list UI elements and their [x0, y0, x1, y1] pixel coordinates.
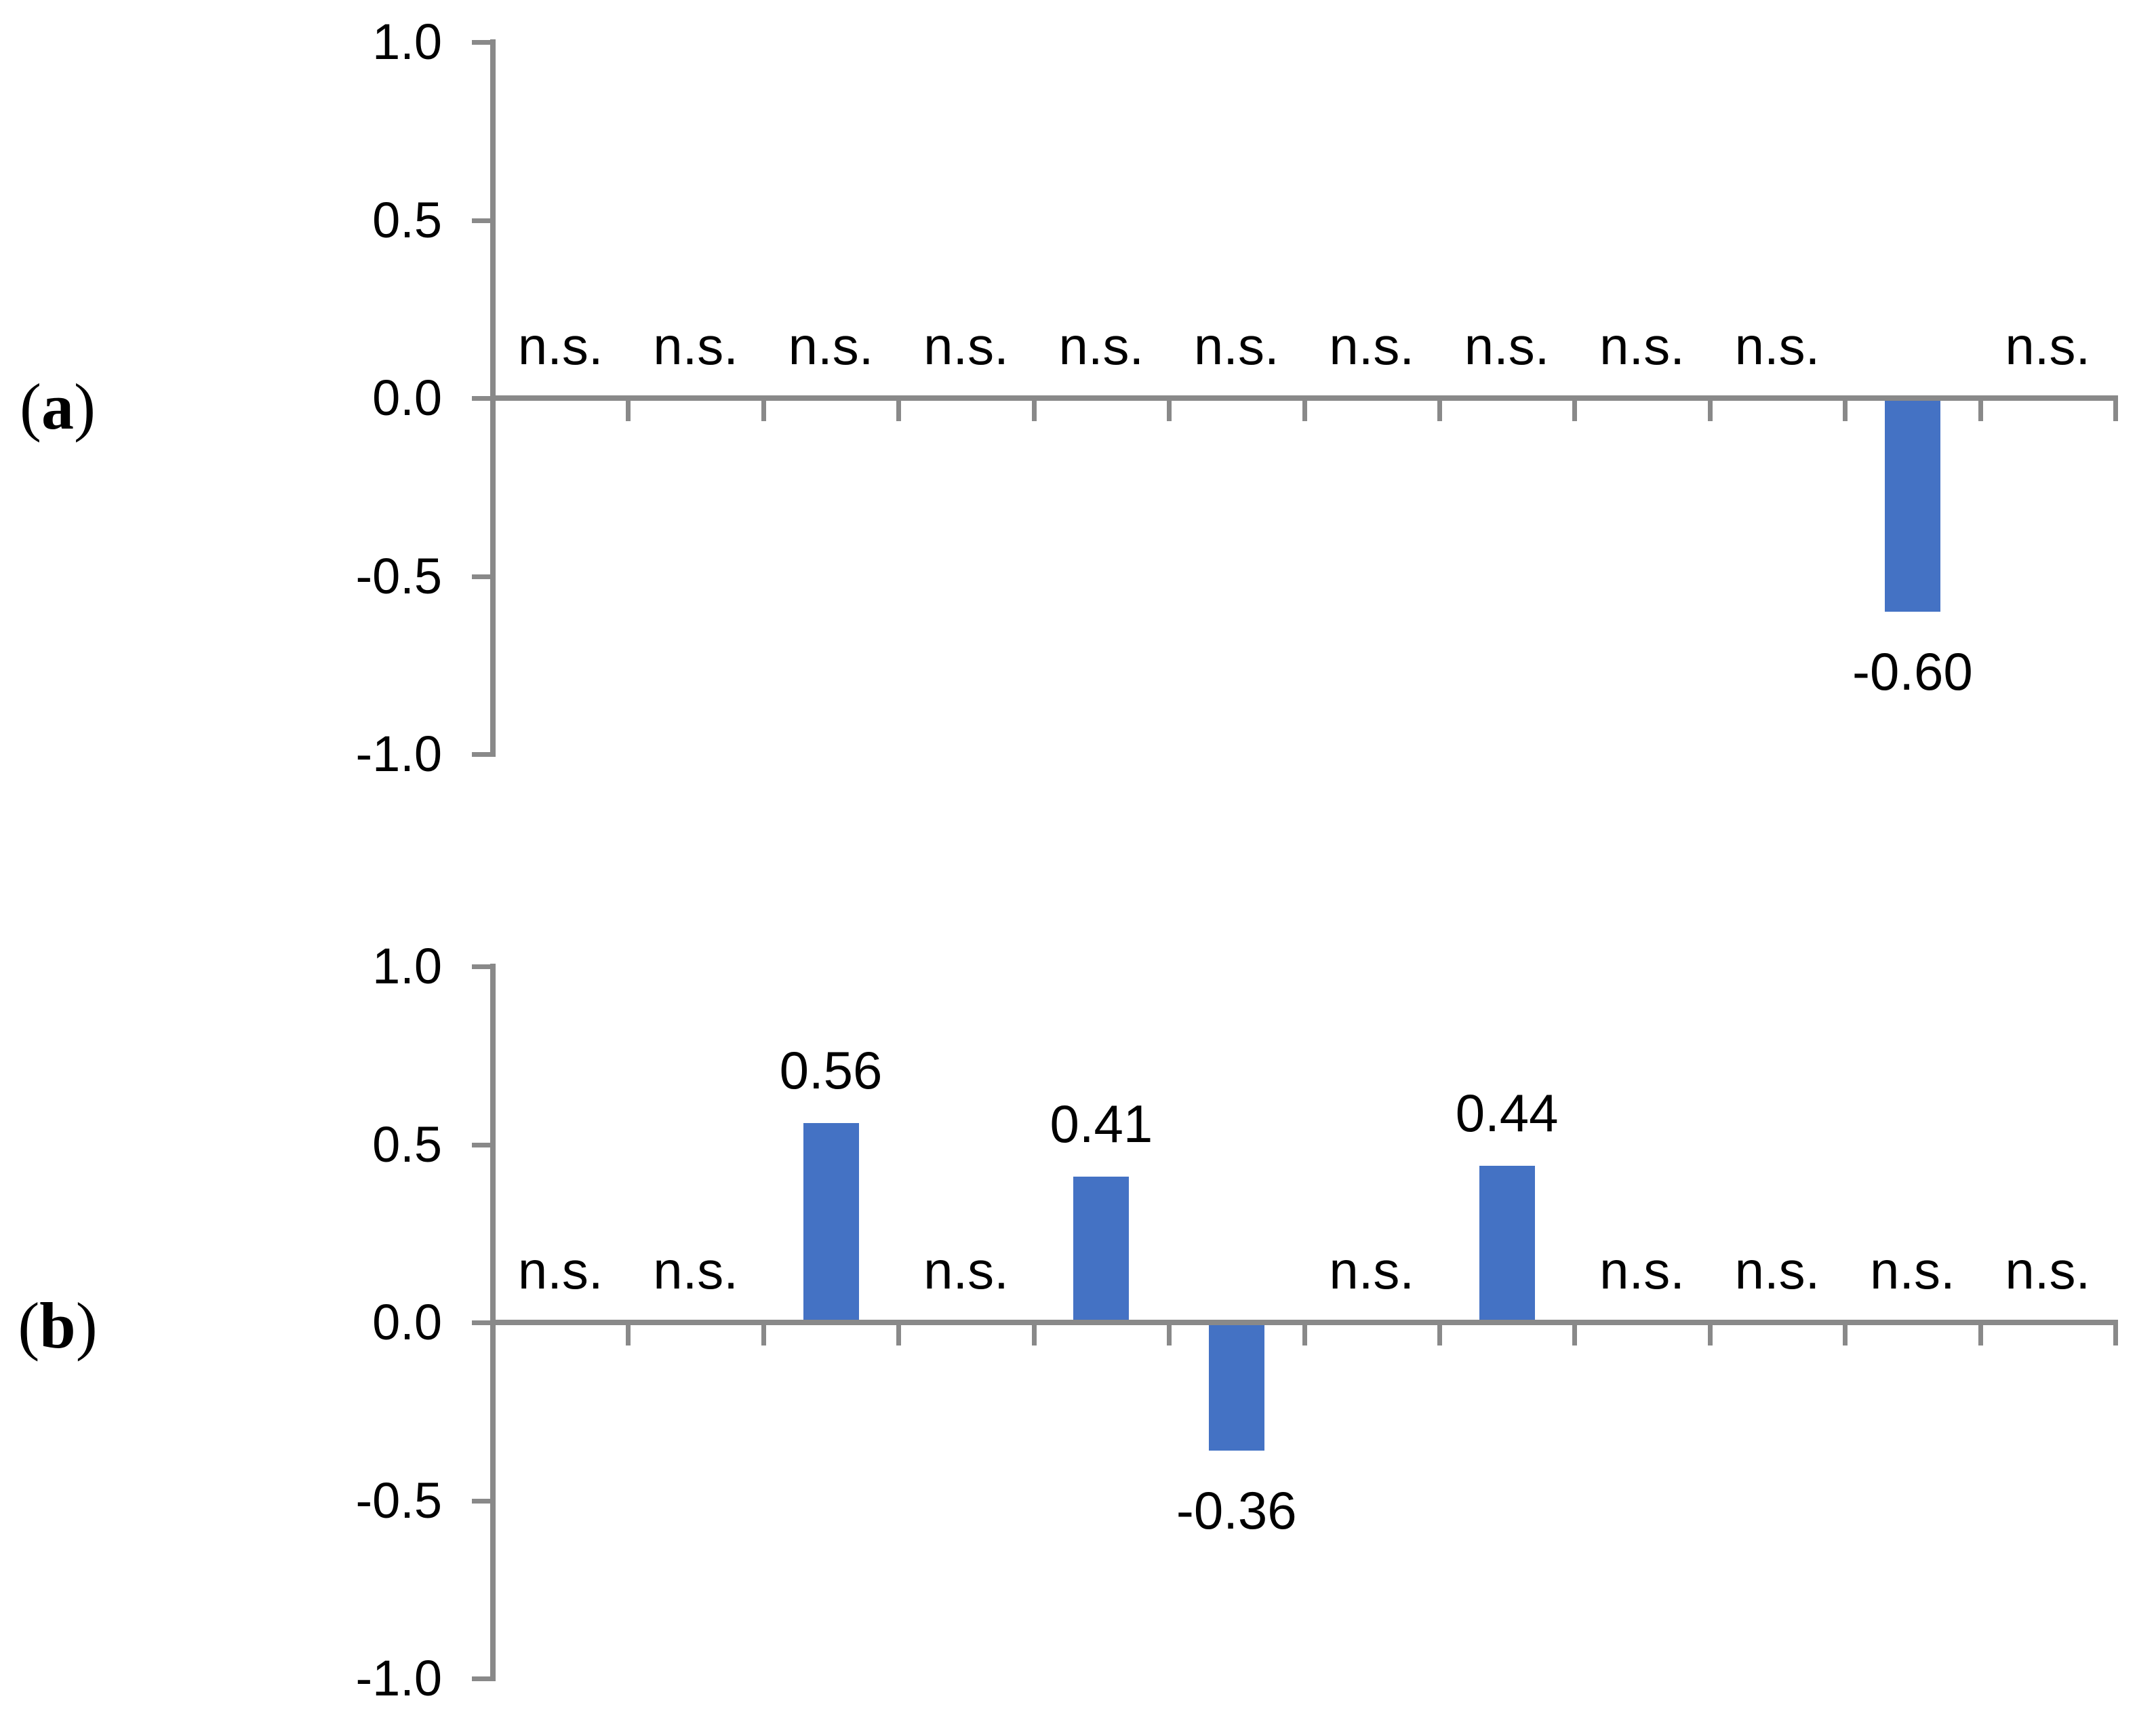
value-label: 0.44: [1455, 1083, 1559, 1143]
y-tick: [472, 1498, 490, 1504]
ns-label: n.s.: [1329, 1240, 1415, 1300]
ns-label: n.s.: [1734, 1240, 1820, 1300]
x-tick: [1167, 401, 1172, 421]
ns-label: n.s.: [1464, 316, 1550, 376]
x-tick: [1167, 1325, 1172, 1345]
panel-label-a-letter: a: [41, 370, 74, 443]
x-tick: [1031, 401, 1037, 421]
ns-label: n.s.: [2005, 316, 2091, 376]
ns-label: n.s.: [923, 316, 1009, 376]
y-tick: [472, 574, 490, 579]
panel-label-b: (b): [3, 1286, 112, 1365]
y-tick: [472, 964, 490, 969]
y-tick: [472, 1142, 490, 1147]
x-tick: [1031, 1325, 1037, 1345]
x-tick: [1707, 1325, 1713, 1345]
x-tick: [896, 1325, 902, 1345]
x-axis-line: [490, 1320, 2118, 1325]
x-tick: [2113, 401, 2118, 421]
x-tick: [1707, 401, 1713, 421]
bar: [1479, 1166, 1535, 1322]
value-label: 0.41: [1050, 1093, 1153, 1154]
y-tick-label: -1.0: [355, 726, 442, 782]
y-tick-label: 0.5: [372, 191, 442, 248]
bar: [803, 1123, 859, 1322]
ns-label: n.s.: [1870, 1240, 1955, 1300]
ns-label: n.s.: [1329, 316, 1415, 376]
panel-label-b-open: (: [18, 1289, 40, 1362]
ns-label: n.s.: [653, 1240, 738, 1300]
bar: [1208, 1322, 1264, 1451]
ns-label: n.s.: [517, 316, 603, 376]
panel-label-a: (a): [3, 368, 112, 446]
bar: [1073, 1176, 1130, 1322]
y-tick: [472, 396, 490, 401]
y-tick: [472, 218, 490, 223]
panel-label-a-open: (: [20, 370, 41, 443]
panel-label-b-close: ): [75, 1289, 98, 1362]
y-tick-label: 0.5: [372, 1116, 442, 1173]
y-tick-label: 0.0: [372, 370, 442, 426]
ns-label: n.s.: [788, 316, 874, 376]
ns-label: n.s.: [1058, 316, 1144, 376]
x-tick: [1843, 1325, 1848, 1345]
x-tick: [1302, 1325, 1307, 1345]
value-label: -0.60: [1852, 642, 1973, 701]
x-tick: [626, 401, 631, 421]
ns-label: n.s.: [923, 1240, 1009, 1300]
y-tick: [472, 1320, 490, 1325]
x-tick: [1978, 401, 1983, 421]
x-tick: [1978, 1325, 1983, 1345]
ns-label: n.s.: [653, 316, 738, 376]
value-label: 0.56: [779, 1040, 883, 1100]
x-tick: [2113, 1325, 2118, 1345]
bar: [1884, 398, 1940, 612]
ns-label: n.s.: [1599, 316, 1685, 376]
ns-label: n.s.: [1599, 1240, 1685, 1300]
value-label: -0.36: [1176, 1480, 1297, 1540]
x-tick: [896, 401, 902, 421]
x-tick: [761, 1325, 766, 1345]
x-tick: [1437, 1325, 1442, 1345]
x-tick: [1302, 401, 1307, 421]
y-tick-label: 1.0: [372, 938, 442, 994]
ns-label: n.s.: [2005, 1240, 2091, 1300]
ns-label: n.s.: [1734, 316, 1820, 376]
y-tick-label: -0.5: [355, 547, 442, 604]
y-tick-label: -0.5: [355, 1472, 442, 1529]
y-tick: [472, 40, 490, 45]
panel-label-a-close: ): [74, 370, 96, 443]
x-tick: [1437, 401, 1442, 421]
y-tick-label: 0.0: [372, 1294, 442, 1350]
y-tick: [472, 1676, 490, 1681]
ns-label: n.s.: [517, 1240, 603, 1300]
y-tick-label: -1.0: [355, 1650, 442, 1706]
x-tick: [1572, 401, 1578, 421]
x-tick: [761, 401, 766, 421]
x-tick: [626, 1325, 631, 1345]
x-axis-line: [490, 395, 2118, 401]
panel-label-b-letter: b: [39, 1289, 76, 1362]
ns-label: n.s.: [1193, 316, 1279, 376]
y-tick-label: 1.0: [372, 14, 442, 70]
x-tick: [1843, 401, 1848, 421]
x-tick: [1572, 1325, 1578, 1345]
y-tick: [472, 752, 490, 757]
